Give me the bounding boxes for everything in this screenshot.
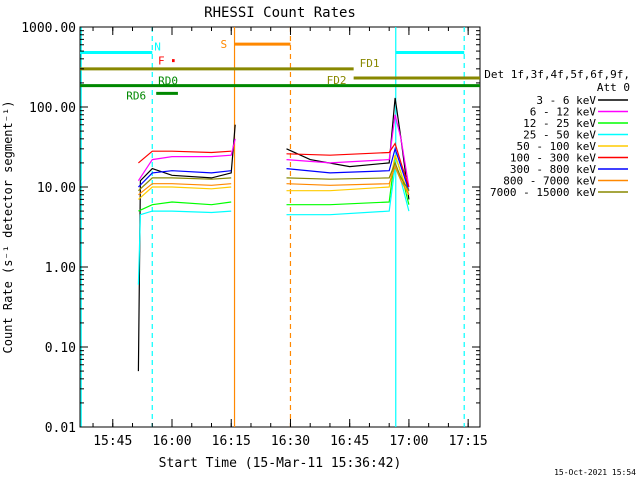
chart-title: RHESSI Count Rates [204, 5, 356, 21]
legend: Det 1f,3f,4f,5f,6f,9f, Att 0 3 - 6 keV6 … [484, 68, 630, 199]
series-line [137, 210, 232, 285]
series-line [286, 164, 410, 216]
series-line [286, 114, 410, 188]
x-tick-label: 16:45 [330, 434, 369, 449]
flag-label: RD6 [126, 89, 146, 102]
series-line [286, 161, 410, 192]
flag-label: F [158, 55, 165, 68]
plot-frame [79, 26, 481, 428]
flag-label: FD2 [327, 74, 347, 87]
y-tick-label: 100.00 [29, 101, 76, 116]
legend-label: 800 - 7000 keV [503, 175, 596, 188]
series-line [137, 177, 232, 192]
x-tick-label: 16:30 [271, 434, 310, 449]
x-tick-label: 16:15 [212, 434, 251, 449]
legend-label: 100 - 300 keV [510, 152, 596, 165]
legend-label: 12 - 25 keV [523, 117, 596, 130]
y-tick-label: 10.00 [37, 181, 76, 196]
x-tick-label: 17:15 [449, 434, 488, 449]
legend-header-1: Det 1f,3f,4f,5f,6f,9f, [484, 68, 630, 81]
series-line [138, 201, 232, 212]
y-axis-label: Count Rate (s⁻¹ detector segment⁻¹) [1, 101, 15, 354]
x-tick-label: 17:00 [389, 434, 428, 449]
x-tick-label: 15:45 [93, 434, 132, 449]
legend-label: 300 - 800 keV [510, 163, 596, 176]
x-tick-label: 16:00 [152, 434, 191, 449]
legend-header-2: Att 0 [597, 81, 630, 94]
flag-label: S [221, 38, 228, 51]
series-line [286, 146, 410, 191]
y-axis-ticks: 0.01 0.10 1.00 10.00 100.00 1000.00 [21, 21, 480, 436]
series-line [138, 186, 232, 200]
flag-label: RD0 [158, 75, 178, 88]
legend-label: 50 - 100 keV [517, 140, 597, 153]
x-axis-label: Start Time (15-Mar-11 15:36:42) [159, 456, 402, 471]
y-tick-label: 1000.00 [21, 21, 76, 36]
x-axis-ticks: 15:45 16:00 16:15 16:30 16:45 17:00 17:15 [92, 27, 488, 449]
series-line [137, 138, 236, 182]
series-line [137, 170, 232, 188]
series-line [138, 150, 232, 164]
series-line [138, 183, 232, 196]
legend-label: 3 - 6 keV [536, 94, 596, 107]
y-tick-label: 0.01 [45, 421, 76, 436]
legend-label: 7000 - 15000 keV [490, 186, 596, 199]
y-tick-label: 1.00 [45, 261, 76, 276]
plot-area: NF S FD1 FD2 RD0 RD6 [80, 27, 480, 427]
legend-label: 6 - 12 keV [530, 106, 597, 119]
flag-label: N [154, 41, 161, 54]
y-tick-label: 0.10 [45, 341, 76, 356]
series-line [286, 142, 410, 188]
legend-label: 25 - 50 keV [523, 129, 596, 142]
flag-label: FD1 [360, 57, 380, 70]
timestamp: 15-Oct-2021 15:54 [554, 468, 636, 477]
series-line [286, 164, 410, 196]
series-line [137, 124, 236, 372]
